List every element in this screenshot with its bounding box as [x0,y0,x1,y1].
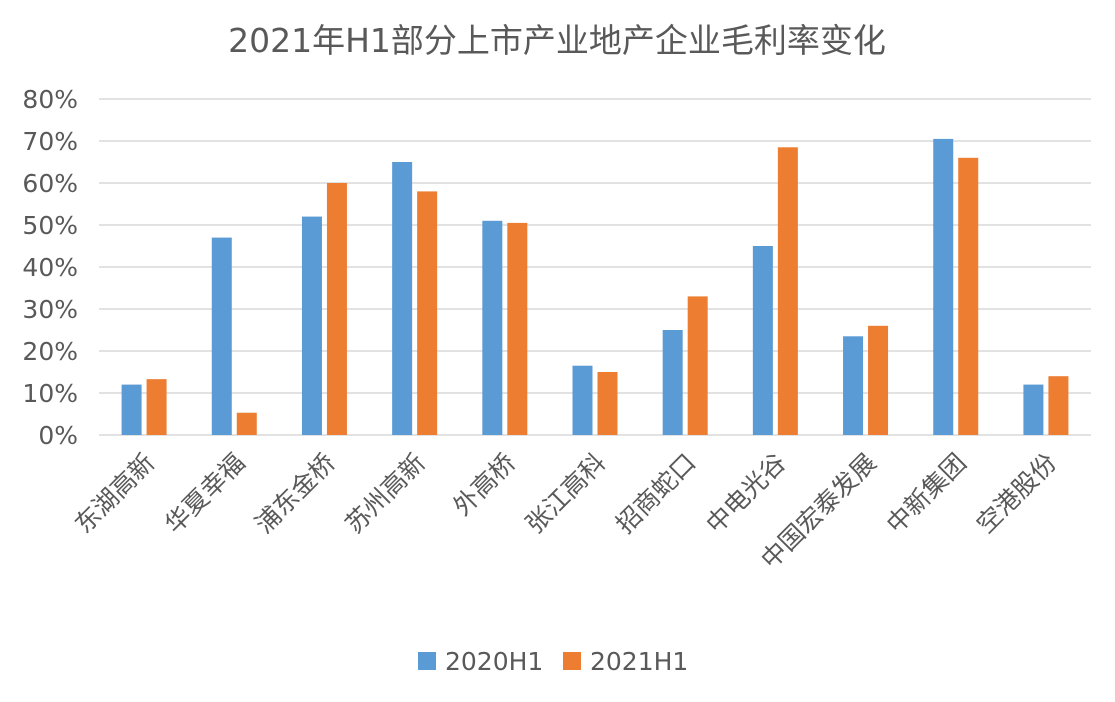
y-tick-label: 30% [22,295,78,324]
bar-2020H1-中国宏泰发展 [843,336,864,435]
legend: 2020H1 2021H1 [418,647,688,676]
category-label: 苏州高新 [340,448,431,539]
bar-2021H1-张江高科 [597,372,618,435]
y-tick-label: 40% [22,253,78,282]
y-tick-label: 80% [22,85,78,114]
bar-2020H1-招商蛇口 [662,330,683,435]
y-axis-ticks: 0% 10% 20% 30% 40% 50% 60% 70% 80% [22,85,78,450]
y-tick-label: 10% [22,379,78,408]
bar-2020H1-空港股份 [1023,384,1044,435]
bar-2021H1-苏州高新 [417,191,438,435]
bar-2021H1-浦东金桥 [326,183,347,435]
bar-2020H1-中电光谷 [752,246,773,435]
bar-2020H1-东湖高新 [121,384,142,435]
category-label: 浦东金桥 [249,448,340,539]
bar-2021H1-华夏幸福 [236,412,257,435]
legend-label-2020H1: 2020H1 [445,647,543,676]
y-tick-label: 20% [22,337,78,366]
bar-2021H1-外高桥 [507,222,528,435]
category-label: 空港股份 [971,448,1062,539]
bar-2021H1-东湖高新 [146,379,167,435]
category-label: 中电光谷 [700,448,791,539]
chart-title: 2021年H1部分上市产业地产企业毛利率变化 [228,21,886,60]
bars [121,138,1069,436]
y-tick-label: 70% [22,127,78,156]
category-label: 华夏幸福 [159,448,250,539]
bar-2020H1-中新集团 [933,138,954,435]
category-label: 东湖高新 [69,448,160,539]
bar-2020H1-苏州高新 [392,162,413,435]
legend-label-2021H1: 2021H1 [590,647,688,676]
bar-2020H1-华夏幸福 [211,237,232,435]
category-label: 外高桥 [448,448,522,522]
bar-2021H1-空港股份 [1048,376,1069,435]
bar-2020H1-张江高科 [572,365,593,435]
y-tick-label: 60% [22,169,78,198]
legend-swatch-2021H1 [563,652,581,670]
bar-2021H1-中新集团 [958,157,979,436]
category-label: 中新集团 [881,448,972,539]
category-label: 张江高科 [520,448,611,539]
bar-2020H1-外高桥 [482,220,503,435]
y-tick-label: 50% [22,211,78,240]
gridlines [99,98,1091,436]
bar-2020H1-浦东金桥 [301,216,322,435]
bar-2021H1-中国宏泰发展 [868,325,889,435]
bar-2021H1-中电光谷 [777,147,798,436]
legend-swatch-2020H1 [418,652,436,670]
category-label: 招商蛇口 [610,448,701,539]
y-tick-label: 0% [38,421,78,450]
bar-2021H1-招商蛇口 [687,296,708,435]
